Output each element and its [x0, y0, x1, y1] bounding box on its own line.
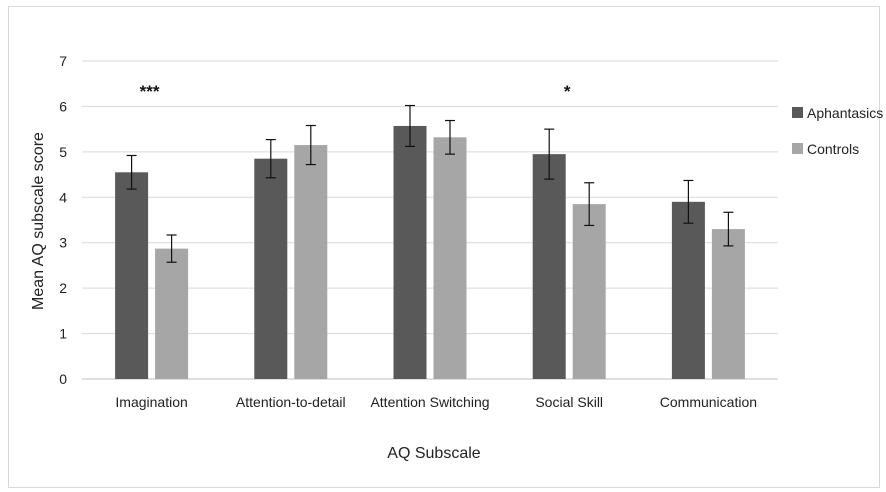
x-axis-title: AQ Subscale: [387, 445, 480, 462]
bar-aphantasics: [115, 172, 149, 379]
error-bar: [584, 182, 595, 227]
bar-aphantasics: [671, 201, 705, 379]
y-tick-label: 2: [59, 280, 67, 296]
bar-controls: [155, 248, 189, 379]
error-bar: [166, 234, 177, 263]
error-bar: [126, 154, 137, 190]
bar-controls: [711, 229, 745, 379]
legend-label-controls: Controls: [807, 141, 859, 157]
bar-aphantasics: [254, 158, 288, 379]
legend: Aphantasics Controls: [792, 105, 883, 157]
bar-controls: [433, 137, 467, 379]
bar-aphantasics: [532, 154, 566, 379]
gridlines: [82, 60, 778, 380]
bars: [115, 125, 745, 379]
y-tick-label: 3: [59, 235, 67, 251]
error-bar: [683, 179, 694, 224]
bar-controls: [572, 204, 606, 379]
x-category-label: Imagination: [115, 394, 187, 410]
significance-marker: ***: [140, 82, 160, 101]
error-bar: [723, 211, 734, 247]
x-category-label: Attention-to-detail: [236, 394, 346, 410]
y-axis-ticks: 0 1 2 3 4 5 6 7: [59, 53, 67, 387]
y-tick-label: 0: [59, 371, 67, 387]
y-tick-label: 7: [59, 53, 67, 69]
significance-annotations: *** *: [140, 82, 571, 101]
error-bar: [305, 124, 316, 166]
legend-label-aphantasics: Aphantasics: [807, 105, 883, 121]
legend-swatch-aphantasics: [792, 107, 803, 118]
bar-controls: [294, 145, 328, 379]
error-bar: [265, 138, 276, 179]
bar-aphantasics: [393, 125, 427, 379]
y-tick-label: 6: [59, 98, 67, 114]
error-bar: [445, 119, 455, 155]
y-tick-label: 1: [59, 326, 67, 342]
x-axis-categories: Imagination Attention-to-detail Attention …: [115, 394, 757, 410]
y-tick-label: 5: [59, 144, 67, 160]
error-bars: [126, 104, 734, 263]
x-category-label: Attention Switching: [370, 394, 489, 410]
legend-swatch-controls: [792, 143, 803, 154]
error-bar: [405, 104, 415, 148]
x-category-label: Social Skill: [535, 394, 603, 410]
y-axis-title: Mean AQ subscale score: [30, 132, 47, 310]
y-tick-label: 4: [59, 189, 67, 205]
significance-marker: *: [564, 82, 571, 101]
error-bar: [544, 128, 555, 180]
x-category-label: Communication: [660, 394, 757, 410]
